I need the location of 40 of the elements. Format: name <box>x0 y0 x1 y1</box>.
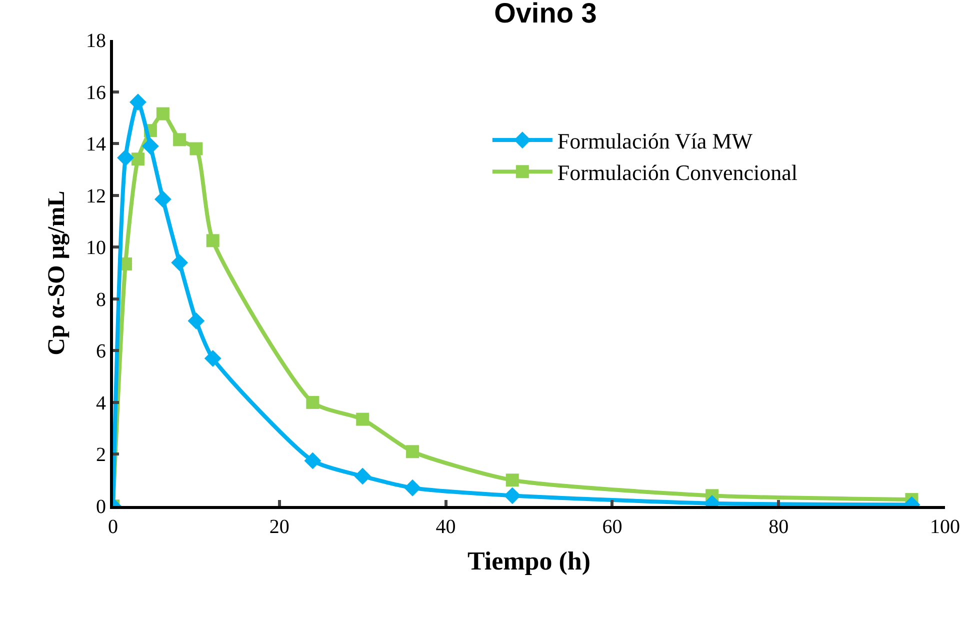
point <box>130 94 146 111</box>
x-tick-label: 40 <box>436 516 456 538</box>
x-tick-label: 60 <box>602 516 622 538</box>
y-tick-label: 16 <box>86 82 106 104</box>
point <box>142 138 159 155</box>
point <box>506 474 519 487</box>
y-tick-label: 10 <box>86 237 106 260</box>
point <box>171 254 188 272</box>
point <box>190 142 203 156</box>
y-tick-label: 2 <box>96 444 106 466</box>
point <box>404 479 421 496</box>
point <box>204 350 222 367</box>
y-tick-label: 18 <box>86 30 106 52</box>
y-tick-label: 6 <box>96 340 106 363</box>
point <box>304 452 322 470</box>
y-tick-label: 0 <box>96 496 106 518</box>
y-tick-label: 14 <box>86 134 106 156</box>
point <box>354 468 372 485</box>
point <box>154 190 172 208</box>
x-tick-label: 80 <box>768 516 789 538</box>
point <box>173 133 186 146</box>
point <box>117 149 134 166</box>
y-tick-label: 8 <box>96 288 106 311</box>
x-axis-title: Tiempo (h) <box>467 546 591 576</box>
chart-title: Ovino 3 <box>494 0 597 29</box>
y-axis-title: Cp α-SO µg/mL <box>44 190 70 356</box>
point <box>504 487 521 504</box>
x-tick-label: 20 <box>269 516 290 538</box>
point <box>188 312 205 330</box>
point <box>406 445 420 458</box>
legend-label: Formulación Convencional <box>557 160 798 186</box>
point <box>156 107 170 120</box>
point <box>206 234 220 248</box>
legend-label: Formulación Vía MW <box>557 128 753 154</box>
y-tick-label: 4 <box>96 392 106 414</box>
point <box>306 396 320 409</box>
point <box>356 412 370 426</box>
point <box>131 152 144 166</box>
y-tick-label: 12 <box>86 185 106 208</box>
x-tick-label: 100 <box>930 516 960 538</box>
